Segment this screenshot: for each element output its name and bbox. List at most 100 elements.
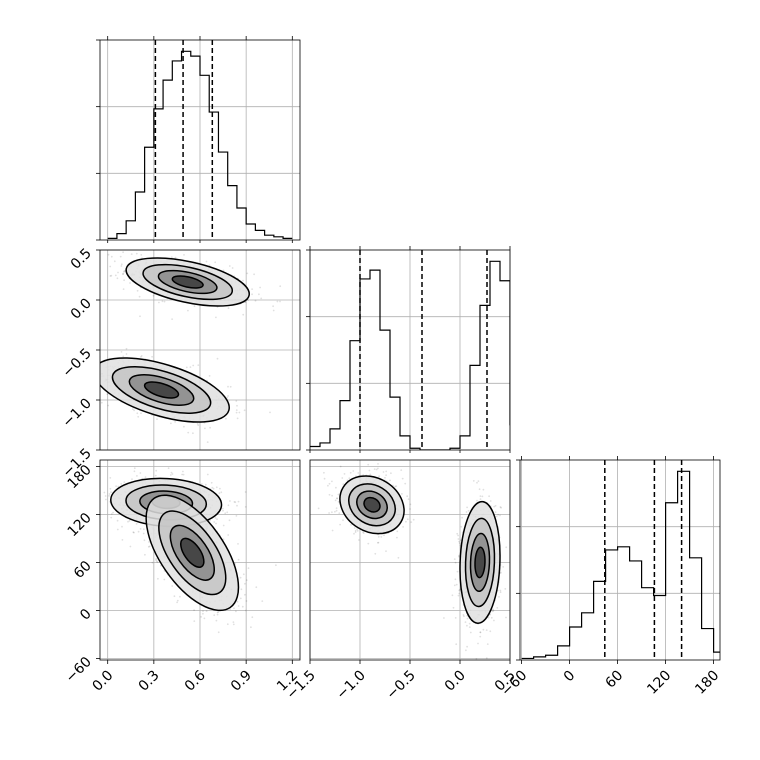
scatter-point [479,631,482,634]
scatter-point [232,621,235,623]
scatter-point [383,534,385,537]
scatter-point [222,269,225,272]
scatter-point [339,465,342,468]
scatter-point [205,610,208,612]
scatter-point [215,522,217,525]
scatter-point [342,483,345,485]
scatter-point [110,491,112,494]
scatter-point [120,263,123,266]
scatter-point [135,252,138,255]
scatter-point [193,305,196,308]
scatter-point [169,474,172,476]
scatter-point [394,485,397,488]
scatter-point [215,619,218,622]
scatter-point [350,524,352,526]
contour-line [464,517,496,608]
scatter-point [499,591,502,594]
scatter-point [500,506,502,509]
scatter-point [499,571,502,574]
scatter-point [457,594,460,597]
scatter-point [487,616,490,619]
scatter-point [157,577,159,580]
scatter-point [499,589,502,592]
scatter-point [482,488,485,491]
scatter-point [236,404,238,407]
scatter-point [242,313,245,316]
scatter-point [227,504,230,507]
scatter-point [235,610,237,613]
contour-line [348,483,396,527]
scatter-point [499,506,502,508]
scatter-point [389,479,391,482]
scatter-point [385,474,387,477]
contour-line [363,496,381,513]
scatter-point [341,477,344,479]
scatter-point [229,385,232,388]
scatter-point [139,315,141,318]
scatter-point [467,509,470,512]
scatter-point [214,261,217,264]
scatter-point [494,504,497,507]
scatter-point [373,468,376,470]
scatter-point [203,617,206,620]
scatter-point [114,274,117,277]
scatter-point [136,412,139,415]
scatter-point [505,616,507,619]
scatter-point [222,538,225,541]
histogram-step-2 [521,470,720,660]
scatter-point [125,347,128,350]
scatter-point [258,293,260,296]
scatter-point [173,595,176,598]
scatter-point [100,401,103,404]
scatter-point [317,507,320,510]
scatter-point [337,500,340,503]
scatter-point [485,629,488,631]
scatter-point [227,307,230,310]
scatter-point [237,605,240,607]
scatter-point [352,470,355,472]
scatter-point [260,297,263,300]
scatter-point [197,364,200,366]
scatter-point [331,494,333,497]
scatter-point [494,511,497,514]
scatter-point [251,616,254,619]
density-mode-1 [100,357,230,423]
contour-line [157,269,218,295]
scatter-point [112,511,114,514]
scatter-point [183,425,185,428]
scatter-point [183,254,185,256]
scatter-point [137,530,140,533]
scatter-point [187,309,189,312]
density-fill [364,497,380,512]
scatter-point [129,545,132,548]
contour-line [171,275,204,289]
contour-line [145,494,240,612]
scatter-point [221,507,224,510]
scatter-point [362,532,365,534]
scatter-point [481,495,484,498]
scatter-point [466,624,468,627]
scatter-point [201,483,203,485]
scatter-point [147,546,150,548]
scatter-point [105,498,107,501]
scatter-point [117,485,120,488]
scatter-point [239,597,242,600]
scatter-point [117,271,119,274]
scatter-point [171,473,174,475]
scatter-point [235,515,238,517]
scatter-point [476,481,478,484]
scatter-point [377,536,380,538]
scatter-point [193,620,196,622]
scatter-point [236,600,239,603]
scatter-point [148,541,150,543]
scatter-point [133,409,136,412]
scatter-point [404,482,407,485]
scatter-point [216,518,218,521]
scatter-point [155,560,158,563]
scatter-point [331,480,333,483]
scatter-point [192,432,194,435]
scatter-point [220,491,223,494]
scatter-point [368,469,371,472]
scatter-point [336,497,338,499]
scatter-point [229,608,232,611]
